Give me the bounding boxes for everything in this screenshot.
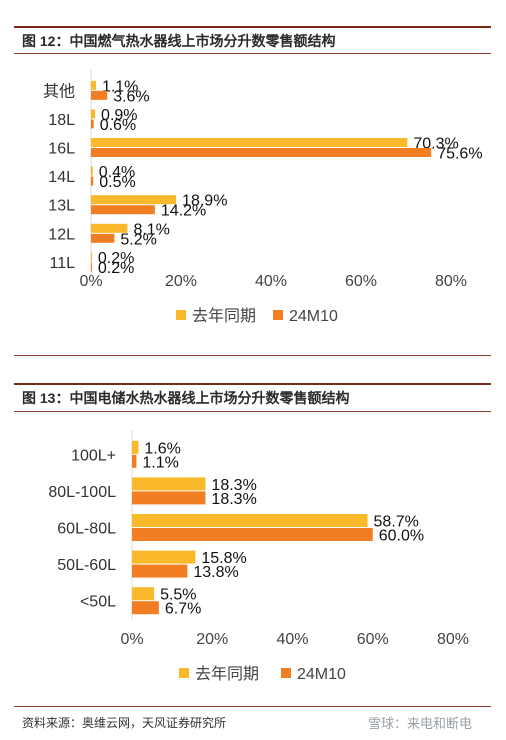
bar-24m10 <box>91 90 108 100</box>
bar-last-year <box>91 223 128 233</box>
bar-last-year <box>91 80 96 90</box>
bar-last-year <box>91 252 92 262</box>
legend-swatch <box>281 668 291 678</box>
data-label: 0.9% <box>101 107 137 124</box>
bar-last-year <box>132 477 206 491</box>
data-label: 60.0% <box>379 528 424 545</box>
legend-swatch <box>179 668 189 678</box>
legend-swatch <box>273 310 283 320</box>
x-tick-label: 80% <box>437 631 469 648</box>
figure-13-top-rule <box>14 383 491 385</box>
bar-24m10 <box>132 454 137 468</box>
legend-label: 去年同期 <box>195 665 259 683</box>
x-tick-label: 40% <box>255 273 287 290</box>
figure-12-bottom-rule <box>14 355 491 356</box>
category-label: 18L <box>48 112 75 129</box>
chart-12-svg: 其他 1.1%3.6%18L 0.9%0.6%16L 70.3%75.6%14L 0.4… <box>43 70 483 325</box>
data-label: 3.6% <box>113 88 149 105</box>
data-label: 1.6% <box>144 440 180 457</box>
x-tick-label: 60% <box>357 631 389 648</box>
data-label: 18.3% <box>211 491 256 508</box>
figure-12-title-rule <box>14 53 491 54</box>
chart-13-svg: 100L+ 1.6%1.1% 80L-100L 18.3%18.3% 60L-80L 58… <box>48 430 469 683</box>
data-label: 75.6% <box>437 146 482 163</box>
data-label: 5.5% <box>160 587 196 604</box>
bar-last-year <box>132 514 368 527</box>
category-label: 12L <box>48 226 75 243</box>
bar-24m10 <box>91 119 94 129</box>
figure-13-bottom-rule <box>14 706 491 707</box>
watermark-text: 雪球：来电和断电 <box>368 716 473 731</box>
bar-24m10 <box>132 601 159 615</box>
data-label: 1.1% <box>102 78 138 95</box>
legend-label: 24M10 <box>289 308 338 325</box>
category-label: <50L <box>80 594 116 611</box>
bar-last-year <box>132 440 139 454</box>
data-label: 58.7% <box>374 514 419 531</box>
figure-12-top-rule <box>14 26 491 28</box>
legend-label: 去年同期 <box>192 307 256 325</box>
data-label: 0.5% <box>99 174 135 191</box>
data-label: 5.2% <box>120 231 156 248</box>
category-label: 80L-100L <box>48 484 116 501</box>
x-tick-label: 60% <box>345 273 377 290</box>
legend-swatch <box>176 310 186 320</box>
bar-last-year <box>91 166 93 176</box>
bar-last-year <box>91 195 177 205</box>
x-tick-label: 40% <box>276 631 308 648</box>
bar-24m10 <box>91 148 432 157</box>
bar-24m10 <box>91 176 94 186</box>
x-tick-label: 80% <box>435 273 467 290</box>
x-tick-label: 0% <box>120 631 143 648</box>
data-label: 0.6% <box>100 117 136 134</box>
category-label: 11L <box>49 255 75 272</box>
category-label: 50L-60L <box>57 557 116 574</box>
bar-24m10 <box>91 205 155 215</box>
source-note: 资料来源：奥维云网，天风证券研究所 <box>22 716 227 730</box>
bar-last-year <box>91 138 408 147</box>
data-label: 0.4% <box>99 164 135 181</box>
category-label: 14L <box>48 169 75 186</box>
data-label: 0.2% <box>98 260 134 277</box>
data-label: 8.1% <box>133 221 169 238</box>
figure-13-title: 图 13：中国电储水热水器线上市场分升数零售额结构 <box>22 390 350 406</box>
data-label: 0.2% <box>98 250 134 267</box>
figure-12-title: 图 12：中国燃气热水器线上市场分升数零售额结构 <box>22 33 336 49</box>
legend-label: 24M10 <box>297 666 346 683</box>
category-label: 60L-80L <box>57 521 116 538</box>
bar-last-year <box>91 109 96 119</box>
bar-last-year <box>132 587 155 601</box>
bar-last-year <box>132 550 196 564</box>
figure-13-title-rule <box>14 411 491 412</box>
bar-24m10 <box>132 564 188 578</box>
data-label: 13.8% <box>193 564 238 581</box>
x-tick-label: 20% <box>165 273 197 290</box>
data-label: 18.9% <box>182 193 227 210</box>
category-label: 100L+ <box>71 447 116 464</box>
category-label: 16L <box>48 141 75 158</box>
bar-24m10 <box>132 491 206 505</box>
category-label: 其他 <box>43 82 75 100</box>
data-label: 15.8% <box>201 550 246 567</box>
x-tick-label: 0% <box>79 273 102 290</box>
data-label: 6.7% <box>165 601 201 618</box>
data-label: 14.2% <box>161 203 206 220</box>
x-tick-label: 20% <box>196 631 228 648</box>
data-label: 18.3% <box>211 477 256 494</box>
bar-24m10 <box>91 233 115 243</box>
data-label: 1.1% <box>142 454 178 471</box>
bar-24m10 <box>91 262 92 272</box>
bar-24m10 <box>132 528 373 541</box>
category-label: 13L <box>48 198 75 215</box>
